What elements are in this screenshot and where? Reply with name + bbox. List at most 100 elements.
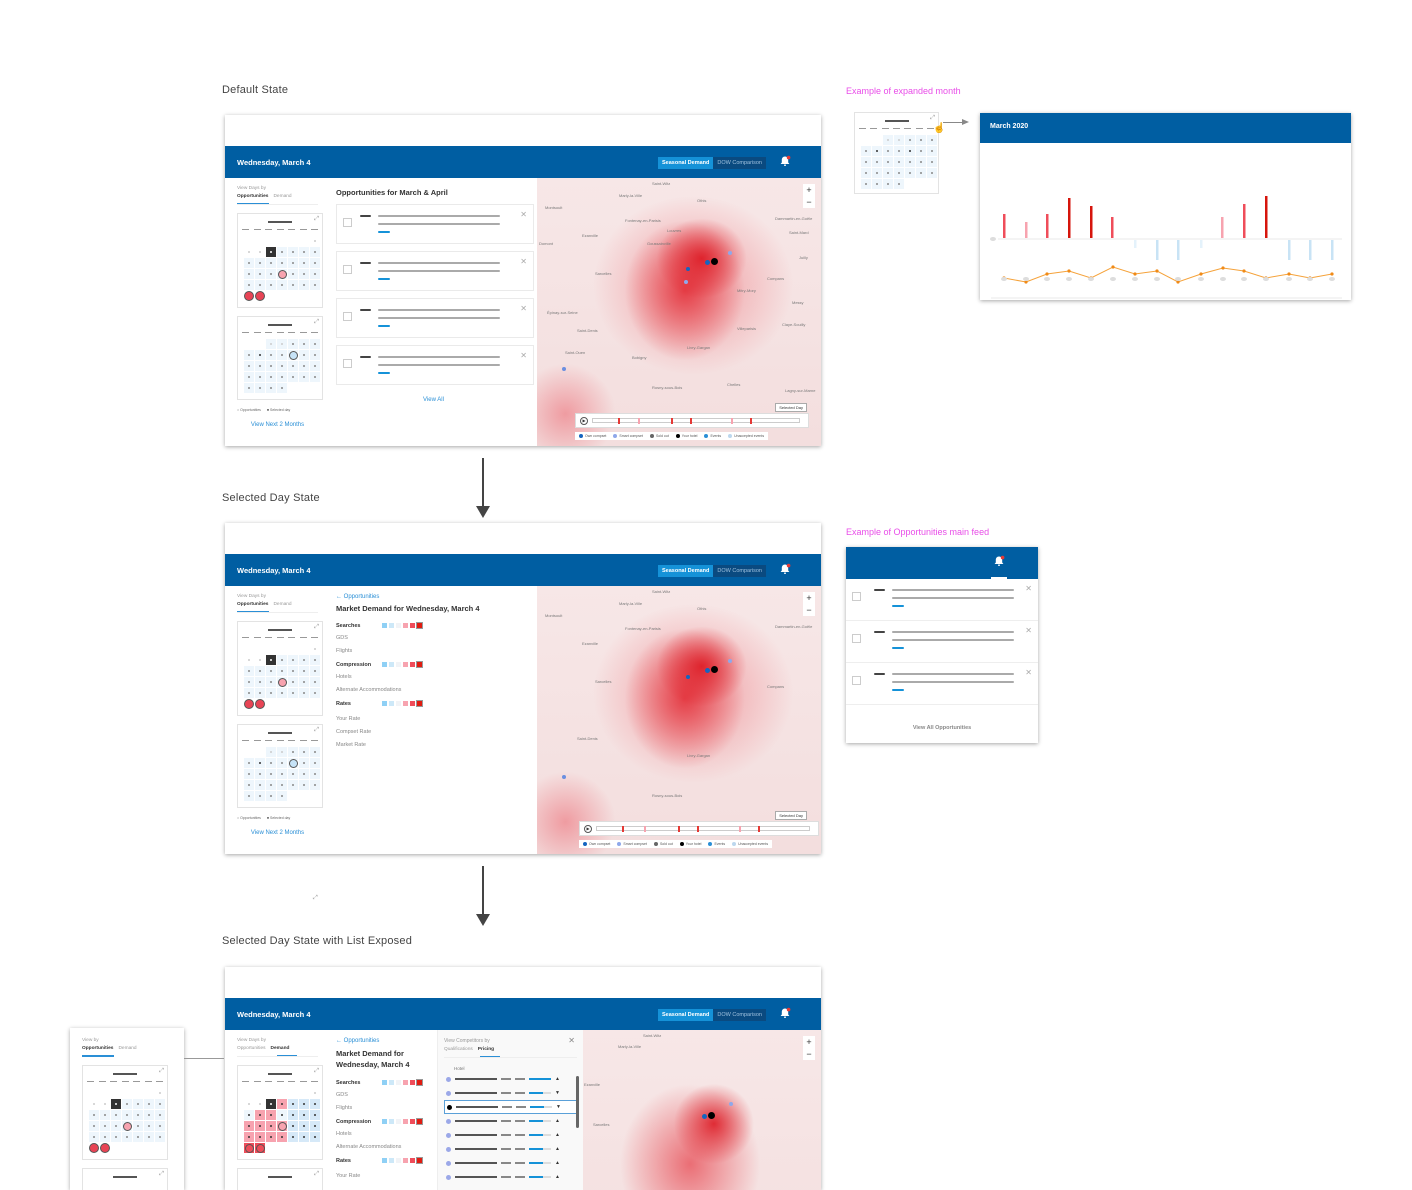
demand-heatmap[interactable]: Saint-Witz Marly-la-Ville Othis Montsoul… (537, 586, 821, 854)
own-compset-marker[interactable] (705, 260, 710, 265)
opportunity-card[interactable]: ✕ (336, 298, 534, 338)
bell-icon[interactable] (779, 563, 791, 575)
your-hotel-marker[interactable] (711, 666, 718, 673)
opportunity-card[interactable]: ✕ (336, 251, 534, 291)
own-compset-marker[interactable] (686, 675, 690, 679)
feed-card[interactable]: ✕ (846, 579, 1038, 621)
opportunity-day[interactable] (100, 1143, 110, 1153)
smart-compset-marker[interactable] (562, 775, 566, 779)
own-compset-marker[interactable] (686, 267, 690, 271)
selected-day[interactable] (266, 1099, 276, 1109)
expand-icon[interactable]: ⤢ (314, 1068, 319, 1074)
close-icon[interactable]: ✕ (520, 210, 527, 219)
your-hotel-marker[interactable] (708, 1112, 715, 1119)
competitor-row[interactable]: ▲ (444, 1156, 577, 1170)
opportunity-day[interactable] (122, 1121, 132, 1131)
close-icon[interactable]: ✕ (1025, 668, 1032, 677)
smart-compset-marker[interactable] (562, 367, 566, 371)
checkbox[interactable] (852, 676, 861, 685)
expand-icon[interactable]: ⤢ (314, 216, 319, 222)
toggle-demand[interactable]: Demand (273, 194, 292, 199)
demand-heatmap[interactable]: Saint-Witz Marly-la-Ville Ezanville Sarc… (583, 1030, 821, 1190)
competitor-row[interactable]: ▲ (444, 1072, 577, 1086)
own-compset-marker[interactable] (702, 1114, 707, 1119)
bell-icon[interactable] (779, 1007, 791, 1019)
expand-icon[interactable]: ⤢ (314, 1171, 319, 1177)
tab-seasonal-demand[interactable]: Seasonal Demand (657, 565, 714, 577)
checkbox[interactable] (343, 218, 352, 227)
view-all-opportunities-link[interactable]: View All Opportunities (912, 725, 972, 731)
scrollbar[interactable] (576, 1076, 579, 1128)
smart-compset-marker[interactable] (729, 1102, 733, 1106)
zoom-out-button[interactable]: − (806, 197, 812, 207)
opportunity-day[interactable] (255, 699, 265, 709)
checkbox[interactable] (343, 265, 352, 274)
tab-qualifications[interactable]: Qualifications (444, 1047, 473, 1052)
expand-icon[interactable]: ⤢ (159, 1171, 164, 1177)
timeline-track[interactable] (592, 418, 800, 424)
your-hotel-marker[interactable] (711, 258, 718, 265)
demand-heatmap[interactable]: Saint-Witz Marly-la-Ville Othis Montsoul… (537, 178, 821, 446)
timeline-track[interactable] (596, 826, 810, 832)
view-all-link[interactable]: View All (423, 397, 444, 403)
tab-dow-comparison[interactable]: DOW Comparison (713, 1009, 766, 1021)
opportunity-card[interactable]: ✕ (336, 204, 534, 244)
play-icon[interactable]: ▶ (580, 416, 588, 425)
opportunity-day[interactable] (89, 1143, 99, 1153)
bell-icon[interactable] (779, 155, 791, 167)
competitor-row-your-hotel[interactable]: ▼ (444, 1100, 577, 1114)
expand-icon[interactable]: ⤢ (930, 115, 935, 121)
tab-seasonal-demand[interactable]: Seasonal Demand (657, 1009, 714, 1021)
close-icon[interactable]: ✕ (1025, 584, 1032, 593)
opportunity-day[interactable] (255, 291, 265, 301)
expand-icon[interactable]: ⤢ (159, 1068, 164, 1074)
smart-compset-marker[interactable] (684, 280, 688, 284)
toggle-demand[interactable]: Demand (273, 602, 292, 607)
smart-compset-marker[interactable] (728, 251, 732, 255)
toggle-opportunities[interactable]: Opportunities (237, 1046, 266, 1051)
selected-day[interactable] (266, 655, 276, 665)
expand-icon[interactable]: ⤢ (314, 319, 319, 325)
bell-icon[interactable] (993, 555, 1005, 567)
toggle-demand[interactable]: Demand (118, 1046, 137, 1051)
expand-icon[interactable]: ⤢ (314, 727, 319, 733)
back-to-opportunities-link[interactable]: ← Opportunities (336, 594, 380, 600)
close-icon[interactable]: ✕ (520, 351, 527, 360)
back-to-opportunities-link[interactable]: ← Opportunities (336, 1038, 380, 1044)
opportunity-day[interactable] (288, 350, 298, 360)
close-icon[interactable]: ✕ (568, 1036, 575, 1045)
zoom-in-button[interactable]: + (806, 1037, 812, 1047)
zoom-in-button[interactable]: + (806, 593, 812, 603)
competitor-row[interactable]: ▼ (444, 1086, 577, 1100)
tab-pricing[interactable]: Pricing (477, 1047, 495, 1052)
checkbox[interactable] (852, 634, 861, 643)
opportunity-day[interactable] (244, 699, 254, 709)
checkbox[interactable] (343, 359, 352, 368)
selected-day[interactable] (266, 247, 276, 257)
opportunity-day[interactable] (244, 1143, 254, 1153)
tab-dow-comparison[interactable]: DOW Comparison (713, 157, 766, 169)
opportunity-day[interactable] (255, 1143, 265, 1153)
opportunity-day[interactable] (277, 677, 287, 687)
timeline-scrubber[interactable]: ▶ (579, 821, 819, 836)
zoom-out-button[interactable]: − (806, 605, 812, 615)
opportunity-day[interactable] (277, 269, 287, 279)
toggle-opportunities[interactable]: Opportunities (237, 602, 269, 607)
competitor-row[interactable]: ▲ (444, 1128, 577, 1142)
opportunity-day[interactable] (288, 758, 298, 768)
opportunity-day[interactable] (277, 1121, 287, 1131)
opportunity-day[interactable] (244, 291, 254, 301)
checkbox[interactable] (852, 592, 861, 601)
timeline-scrubber[interactable]: ▶ (575, 413, 809, 428)
view-next-2-months-link[interactable]: View Next 2 Months (250, 830, 305, 836)
toggle-demand[interactable]: Demand (270, 1046, 290, 1051)
competitor-row[interactable]: ▲ (444, 1170, 577, 1184)
view-next-2-months-link[interactable]: View Next 2 Months (250, 422, 305, 428)
own-compset-marker[interactable] (705, 668, 710, 673)
feed-card[interactable]: ✕ (846, 663, 1038, 705)
tab-dow-comparison[interactable]: DOW Comparison (713, 565, 766, 577)
close-icon[interactable]: ✕ (520, 257, 527, 266)
toggle-opportunities[interactable]: Opportunities (82, 1046, 114, 1051)
checkbox[interactable] (343, 312, 352, 321)
opportunity-card[interactable]: ✕ (336, 345, 534, 385)
